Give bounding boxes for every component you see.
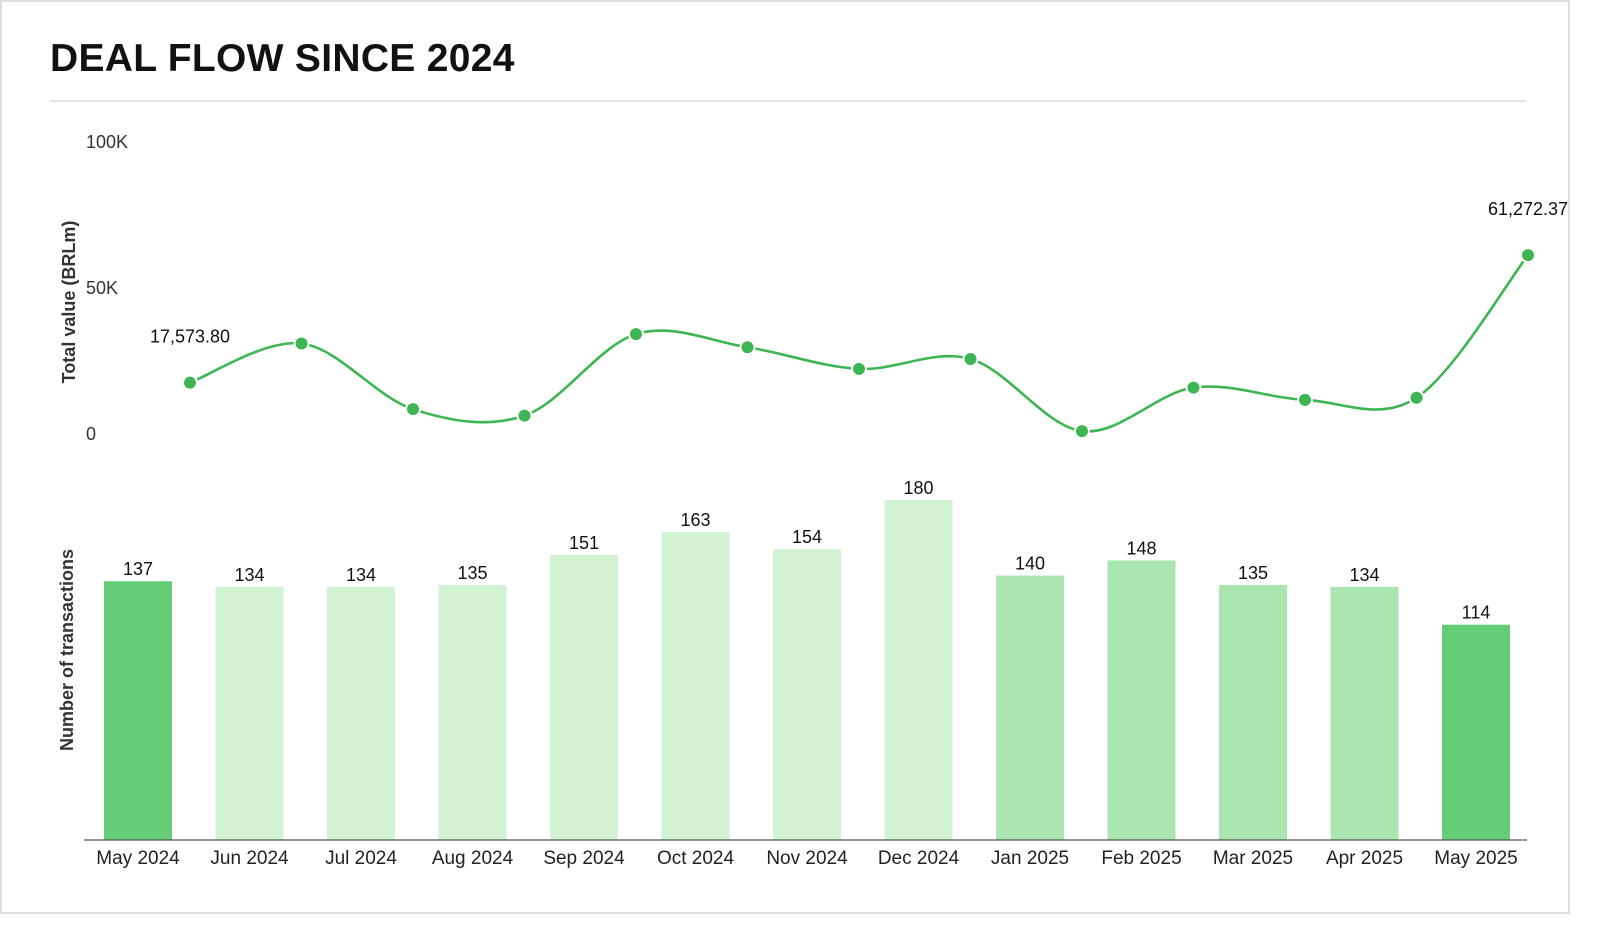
line-point xyxy=(739,339,756,356)
line-point xyxy=(1185,379,1202,396)
title-divider xyxy=(50,100,1526,102)
line-point xyxy=(962,350,979,367)
x-tick-label: Jan 2025 xyxy=(991,848,1069,869)
x-tick-label: Sep 2024 xyxy=(543,848,625,869)
line-point xyxy=(182,374,198,391)
bar xyxy=(215,586,284,840)
bar-value-label: 151 xyxy=(569,533,599,553)
line-point xyxy=(516,407,533,424)
series-line xyxy=(189,254,1530,433)
x-tick-label: Jun 2024 xyxy=(210,848,289,869)
line-y-axis-title: Total value (BRLm) xyxy=(59,221,79,384)
x-tick-label: May 2024 xyxy=(96,848,180,869)
bar-value-label: 148 xyxy=(1126,538,1156,558)
line-point xyxy=(628,326,644,343)
line-point xyxy=(851,360,867,377)
line-value-label: 61,272.37 xyxy=(1488,199,1568,219)
line-value-label: 17,573.80 xyxy=(150,327,230,347)
line-y-tick-label: 100K xyxy=(86,132,128,152)
x-tick-label: May 2025 xyxy=(1434,848,1517,869)
x-tick-label: Oct 2024 xyxy=(657,848,735,869)
bar-value-label: 137 xyxy=(123,559,153,579)
line-point xyxy=(1408,389,1425,406)
bar xyxy=(1107,560,1176,840)
bar-value-label: 134 xyxy=(346,565,376,585)
bar-value-label: 135 xyxy=(457,563,487,583)
bar-value-label: 135 xyxy=(1238,563,1268,583)
bar xyxy=(884,500,953,840)
bar-value-label: 163 xyxy=(680,510,710,530)
bar xyxy=(661,532,730,840)
bar-value-label: 180 xyxy=(903,478,933,498)
x-tick-label: Nov 2024 xyxy=(766,848,848,869)
bar xyxy=(438,585,507,840)
line-point xyxy=(1297,391,1313,408)
bar xyxy=(104,581,172,840)
x-tick-label: Dec 2024 xyxy=(878,848,960,869)
bar-value-label: 154 xyxy=(792,527,822,547)
bar xyxy=(1219,585,1287,840)
bar-value-label: 114 xyxy=(1462,603,1491,623)
x-tick-label: Apr 2025 xyxy=(1326,848,1403,869)
page-title: DEAL FLOW SINCE 2024 xyxy=(50,37,515,80)
bar-value-label: 134 xyxy=(1349,565,1379,585)
x-tick-label: Aug 2024 xyxy=(432,848,514,869)
line-y-tick-label: 0 xyxy=(86,424,96,444)
line-point xyxy=(1074,423,1090,440)
x-tick-label: Mar 2025 xyxy=(1213,848,1293,869)
bar xyxy=(773,549,841,840)
x-tick-label: Jul 2024 xyxy=(325,848,397,869)
x-tick-label: Feb 2025 xyxy=(1101,848,1181,869)
line-point xyxy=(1520,247,1536,264)
bar xyxy=(1442,624,1510,840)
line-point xyxy=(405,401,421,418)
line-y-tick-label: 50K xyxy=(86,278,118,298)
bar xyxy=(1330,586,1399,840)
chart-card: DEAL FLOW SINCE 2024 Total value (BRLm) N… xyxy=(0,0,1570,914)
bar-value-label: 140 xyxy=(1015,554,1045,574)
deal-flow-chart: Total value (BRLm) Number of transactions… xyxy=(57,132,1568,869)
bar xyxy=(327,586,395,840)
bar xyxy=(550,554,618,840)
bar xyxy=(996,575,1064,840)
line-point xyxy=(293,335,310,352)
bar-value-label: 134 xyxy=(234,565,264,585)
bar-y-axis-title: Number of transactions xyxy=(57,549,77,751)
